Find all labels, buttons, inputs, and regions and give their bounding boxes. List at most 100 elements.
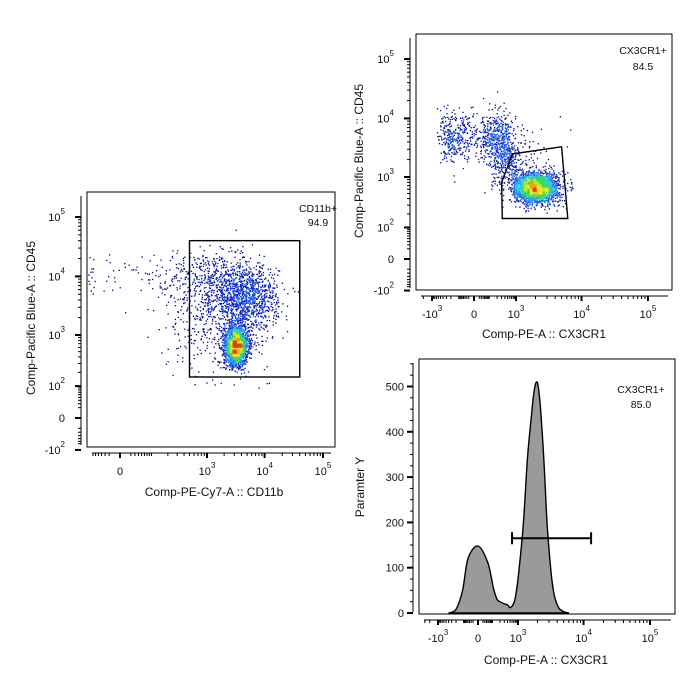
- event-dot: [93, 286, 95, 289]
- event-dot: [237, 249, 239, 251]
- event-dot: [207, 270, 209, 272]
- event-dot: [240, 353, 242, 356]
- event-dot: [244, 362, 246, 364]
- event-dot: [231, 273, 233, 275]
- event-dot: [230, 344, 232, 346]
- event-dot: [250, 330, 252, 332]
- event-dot: [272, 287, 275, 289]
- event-dot: [236, 310, 238, 312]
- event-dot: [252, 299, 254, 301]
- event-dot: [236, 303, 238, 305]
- event-dot: [212, 318, 214, 320]
- event-dot: [235, 313, 238, 315]
- event-dot: [223, 310, 225, 312]
- event-dot: [274, 287, 276, 289]
- event-dot: [216, 277, 218, 279]
- event-dot: [440, 125, 442, 127]
- event-dot: [248, 326, 251, 328]
- event-dot: [271, 303, 273, 305]
- event-dot: [241, 340, 243, 342]
- event-dot: [185, 294, 187, 296]
- event-dot: [266, 337, 268, 339]
- event-dot: [240, 363, 242, 365]
- event-dot: [239, 266, 242, 268]
- tick-base: 10: [48, 271, 60, 283]
- event-dot: [260, 288, 262, 291]
- event-dot: [187, 335, 189, 337]
- event-dot: [226, 261, 228, 263]
- event-dot: [204, 305, 206, 307]
- event-dot: [265, 315, 267, 317]
- event-dot: [230, 354, 232, 357]
- event-dot: [242, 275, 244, 278]
- event-dot: [227, 275, 230, 277]
- event-dot: [195, 275, 197, 278]
- event-dot: [259, 290, 261, 292]
- event-dot: [212, 379, 214, 381]
- event-dot: [246, 346, 248, 349]
- event-dot: [227, 310, 230, 312]
- event-dot: [223, 316, 226, 318]
- event-dot: [226, 288, 228, 290]
- event-dot: [272, 277, 275, 280]
- event-dot: [239, 349, 241, 351]
- event-dot: [231, 269, 233, 271]
- event-dot: [218, 362, 221, 364]
- event-dot: [226, 289, 228, 291]
- event-dot: [237, 285, 239, 288]
- event-dot: [226, 305, 228, 308]
- event-dot: [249, 297, 252, 299]
- event-dot: [230, 356, 232, 358]
- event-dot: [493, 176, 495, 179]
- event-dot: [234, 363, 236, 366]
- event-dot: [250, 297, 253, 300]
- event-dot: [212, 338, 214, 340]
- event-dot: [214, 316, 216, 319]
- event-dot: [179, 287, 181, 289]
- event-dot: [229, 281, 231, 283]
- event-dot: [561, 175, 564, 177]
- event-dot: [211, 284, 213, 287]
- event-dot: [235, 342, 237, 344]
- event-dot: [242, 285, 244, 287]
- event-dot: [237, 338, 239, 340]
- event-dot: [275, 310, 277, 313]
- event-dot: [443, 116, 445, 118]
- event-dot: [219, 281, 221, 283]
- event-dot: [218, 256, 221, 258]
- event-dot: [258, 292, 260, 294]
- event-dot: [235, 332, 237, 334]
- event-dot: [244, 326, 247, 328]
- event-dot: [237, 344, 239, 346]
- event-dot: [239, 318, 242, 320]
- event-dot: [182, 298, 184, 300]
- event-dot: [231, 328, 233, 331]
- event-dot: [234, 365, 236, 367]
- event-dot: [243, 308, 245, 310]
- event-dot: [256, 273, 259, 275]
- event-dot: [255, 308, 257, 310]
- y-tick-label: 105: [48, 207, 65, 224]
- event-dot: [241, 328, 244, 331]
- event-dot: [248, 338, 251, 340]
- event-dot: [454, 113, 456, 115]
- event-dot: [236, 355, 238, 357]
- event-dot: [263, 255, 265, 258]
- event-dot: [237, 366, 239, 368]
- event-dot: [224, 325, 226, 327]
- event-dot: [255, 324, 257, 326]
- event-dot: [222, 297, 224, 299]
- event-dot: [243, 331, 246, 334]
- event-dot: [205, 323, 207, 325]
- event-dot: [246, 264, 248, 266]
- event-dot: [485, 156, 487, 158]
- event-dot: [240, 350, 242, 353]
- event-dot: [232, 363, 234, 365]
- event-dot: [234, 290, 236, 292]
- event-dot: [234, 325, 237, 328]
- event-dot: [137, 272, 139, 274]
- event-dot: [240, 250, 242, 252]
- event-dot: [237, 355, 240, 357]
- event-dot: [244, 269, 246, 271]
- event-dot: [208, 316, 210, 318]
